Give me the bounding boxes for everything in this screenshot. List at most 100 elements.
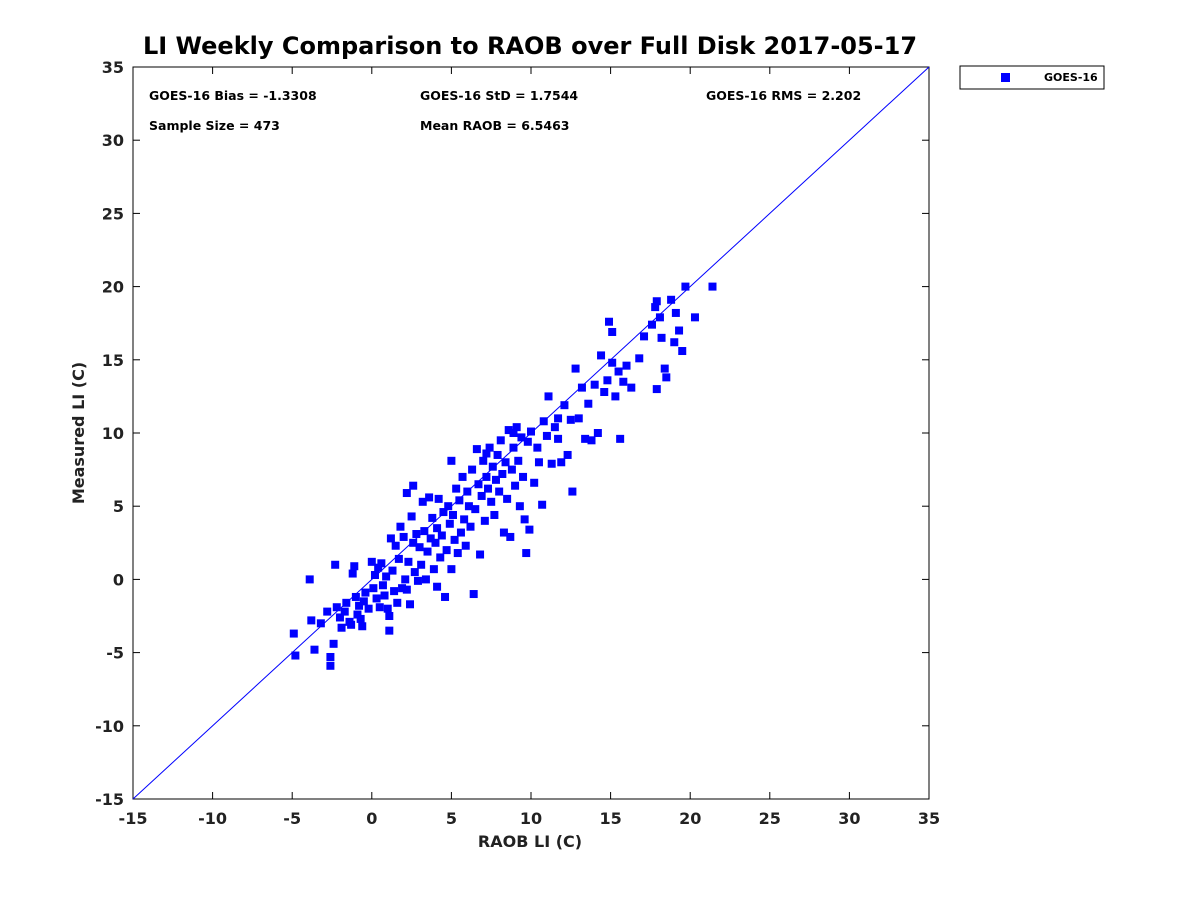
data-point [652,385,661,394]
data-point [519,472,528,481]
data-point [351,592,360,601]
data-point [469,590,478,599]
stat-rms: GOES-16 RMS = 2.202 [706,88,861,103]
data-point [488,462,497,471]
data-point [450,535,459,544]
y-tick-label: 20 [102,278,124,297]
data-point [413,576,422,585]
x-tick-label: -15 [119,809,148,828]
data-point [307,616,316,625]
data-point [655,313,664,322]
data-point [662,373,671,382]
stat-bias: GOES-16 Bias = -1.3308 [149,88,317,103]
data-point [479,456,488,465]
data-point [364,604,373,613]
stats-annotations: GOES-16 Bias = -1.3308 GOES-16 StD = 1.7… [149,88,861,133]
data-point [544,392,553,401]
data-point [616,434,625,443]
data-point [608,327,617,336]
data-point [584,399,593,408]
stat-sample-size: Sample Size = 473 [149,118,280,133]
data-point [590,380,599,389]
data-point [390,587,399,596]
data-point [511,481,520,490]
data-point [490,510,499,519]
data-point [372,594,381,603]
x-tick-label: -10 [198,809,227,828]
data-point [337,623,346,632]
data-point [504,426,513,435]
data-point [496,436,505,445]
data-point [404,557,413,566]
data-point [407,512,416,521]
data-point [670,338,679,347]
y-tick-label: 30 [102,131,124,150]
data-point [600,388,609,397]
data-point [447,456,456,465]
data-point [410,568,419,577]
data-point [383,604,392,613]
y-tick-label: 15 [102,351,124,370]
data-point [708,282,717,291]
data-point [574,414,583,423]
data-point [406,600,415,609]
data-point [501,458,510,467]
data-point [622,361,631,370]
y-tick-label: -15 [95,790,124,809]
data-point [530,478,539,487]
legend-label: GOES-16 [1044,71,1098,84]
legend-box [959,65,1105,90]
data-point [608,358,617,367]
data-point [455,496,464,505]
data-point [568,487,577,496]
x-tick-label: 20 [679,809,701,828]
x-tick-label: -5 [283,809,301,828]
data-point [326,661,335,670]
data-point [444,502,453,511]
data-point [447,565,456,574]
data-point [517,433,526,442]
data-point [533,443,542,452]
data-point [456,528,465,537]
data-point [611,392,620,401]
data-point [340,607,349,616]
data-point [445,519,454,528]
data-point [509,443,518,452]
data-point [433,524,442,533]
data-point [350,562,359,571]
x-axis-label: RAOB LI (C) [478,832,582,851]
data-point [289,629,298,638]
data-point [657,333,666,342]
data-point [441,592,450,601]
data-point [409,481,418,490]
legend-marker [1001,73,1010,82]
data-point [471,505,480,514]
data-point [439,508,448,517]
data-point [635,354,644,363]
data-point [310,645,319,654]
data-point [485,443,494,452]
data-point [525,525,534,534]
data-point [671,308,680,317]
data-point [332,603,341,612]
data-point [458,472,467,481]
data-point [326,652,335,661]
data-point [393,598,402,607]
x-tick-label: 30 [838,809,860,828]
data-point [527,427,535,436]
data-point [463,487,472,496]
x-tick-label: 5 [446,809,457,828]
data-point [369,584,378,593]
data-point [423,547,432,556]
plot-area: -15 -10 -5 0 5 10 15 20 25 30 35 -15 -10 -5 0 5 10 15 20 2… [95,58,940,828]
data-point [460,515,469,524]
data-point [480,516,489,525]
data-point [386,534,395,543]
data-point [394,554,403,563]
data-point [507,465,516,474]
data-point [323,607,332,616]
data-point [380,591,389,600]
data-point [356,614,365,623]
data-point [358,622,367,631]
data-point [520,515,529,524]
